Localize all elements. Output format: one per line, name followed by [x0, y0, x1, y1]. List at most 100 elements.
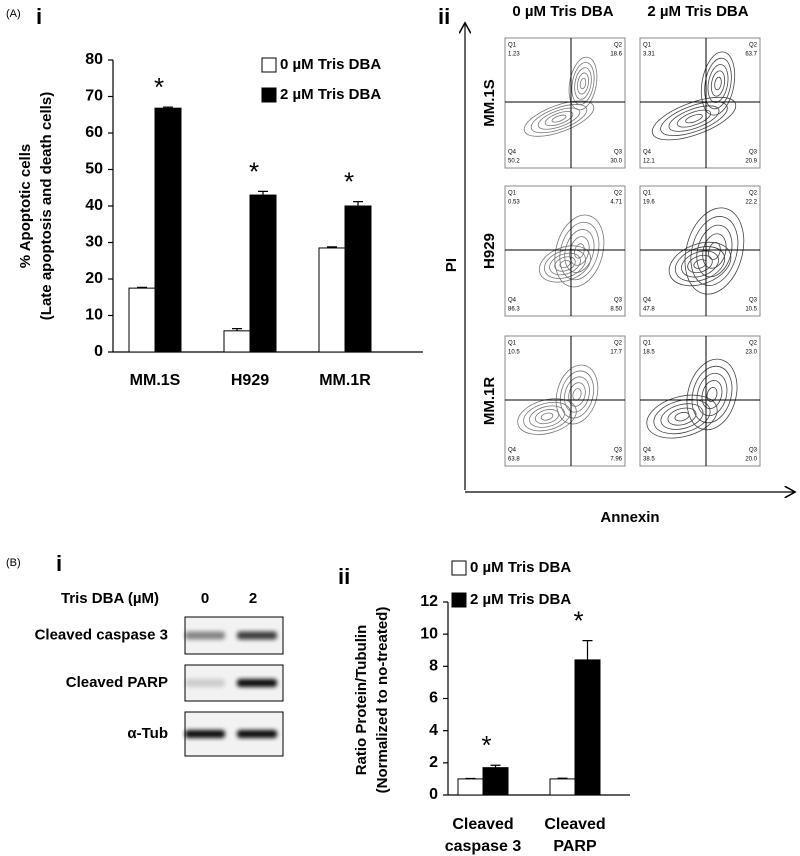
quadrant-value: 30.0	[610, 159, 622, 165]
quadrant-name: Q4	[508, 298, 517, 304]
contour	[579, 77, 587, 90]
contour	[517, 398, 577, 435]
quadrant-name: Q3	[614, 150, 623, 156]
quadrant-name: Q4	[643, 298, 652, 304]
bar	[249, 194, 277, 353]
quadrant-name: Q2	[749, 341, 758, 347]
lane-label: 2	[249, 590, 257, 607]
panel-label: ii	[438, 4, 450, 29]
contour	[651, 96, 737, 141]
y-tick-label: 50	[85, 161, 103, 178]
y-tick-label: 12	[420, 593, 438, 610]
contour	[544, 111, 574, 127]
x-tick-label: PARP	[553, 838, 597, 855]
contour	[559, 259, 571, 269]
quadrant-value: 10.5	[508, 350, 520, 356]
quadrant-name: Q3	[749, 150, 758, 156]
quadrant-name: Q3	[749, 448, 758, 454]
quadrant-value: 0.53	[508, 200, 520, 206]
contour	[660, 403, 704, 430]
column-header: 2 µM Tris DBA	[647, 3, 748, 20]
quadrant-value: 18.5	[643, 350, 655, 356]
row-label: MM.1S	[481, 79, 498, 127]
quadrant-name: Q1	[643, 191, 652, 197]
quadrant-name: Q4	[508, 448, 517, 454]
y-axis-label: (Normalized to no-treated)	[374, 607, 391, 794]
quadrant-value: 7.96	[610, 457, 622, 463]
y-tick-label: 8	[429, 658, 438, 675]
y-tick-label: 40	[85, 197, 103, 214]
annotation: *	[344, 166, 354, 196]
blot-band	[185, 730, 225, 738]
contour	[704, 57, 732, 110]
contour	[549, 252, 581, 276]
panel-label: i	[36, 4, 42, 29]
legend-swatch	[261, 57, 277, 73]
error-bar	[353, 201, 363, 206]
blot-row-label: α-Tub	[127, 725, 168, 742]
quadrant-name: Q2	[614, 191, 623, 197]
contour	[700, 51, 736, 116]
panel-label: (B)	[6, 557, 21, 569]
quadrant-value: 19.6	[643, 200, 655, 206]
quadrant-name: Q4	[643, 150, 652, 156]
quadrant-name: Q2	[749, 191, 758, 197]
contour	[537, 107, 581, 130]
quadrant-value: 50.2	[508, 159, 520, 165]
quadrant-value: 17.7	[610, 350, 622, 356]
contour	[710, 70, 726, 97]
blot-band	[185, 679, 225, 687]
contour	[653, 399, 711, 435]
bar	[344, 205, 372, 353]
contour	[676, 109, 712, 128]
y-axis-label: % Apoptotic cells	[17, 144, 34, 268]
quadrant-value: 63.8	[508, 457, 520, 463]
quadrant-value: 23.0	[745, 350, 757, 356]
panel-label: ii	[338, 564, 350, 589]
blot-band	[237, 631, 277, 640]
bar	[223, 330, 251, 353]
error-bar	[582, 640, 593, 660]
quadrant-value: 63.7	[745, 52, 757, 58]
bar	[128, 287, 156, 353]
y-tick-label: 20	[85, 270, 103, 287]
contour	[674, 246, 726, 282]
quadrant-value: 20.9	[745, 159, 757, 165]
blot-band	[237, 679, 277, 687]
blot-band	[237, 730, 277, 738]
quadrant-name: Q4	[643, 448, 652, 454]
blot-header: Tris DBA (µM)	[61, 590, 159, 607]
quadrant-name: Q3	[749, 298, 758, 304]
contour	[544, 249, 586, 279]
quadrant-name: Q3	[614, 448, 623, 454]
contour	[574, 67, 592, 100]
x-tick-label: H929	[231, 372, 269, 389]
contour	[564, 229, 595, 273]
quadrant-value: 20.0	[745, 457, 757, 463]
bar	[574, 659, 601, 796]
contour	[660, 101, 728, 137]
contour	[685, 113, 703, 124]
contour	[530, 104, 588, 134]
contour	[577, 72, 589, 95]
quadrant-value: 86.3	[508, 307, 520, 313]
plot-frame	[639, 185, 761, 317]
error-bar	[163, 106, 173, 109]
column-header: 0 µM Tris DBA	[512, 3, 613, 20]
contour	[667, 407, 697, 426]
bar	[457, 778, 484, 796]
quadrant-value: 1.23	[508, 52, 520, 58]
y-tick-label: 0	[94, 343, 103, 360]
contour	[568, 382, 586, 407]
contour	[564, 376, 590, 413]
legend-label: 0 µM Tris DBA	[280, 56, 381, 73]
y-tick-label: 30	[85, 234, 103, 251]
contour	[681, 250, 719, 278]
y-axis-label: Ratio Protein/Tubulin	[353, 625, 370, 776]
contour	[702, 233, 727, 269]
bar	[482, 767, 509, 796]
quadrant-value: 10.5	[745, 307, 757, 313]
quadrant-name: Q1	[508, 191, 517, 197]
y-tick-label: 10	[85, 307, 103, 324]
